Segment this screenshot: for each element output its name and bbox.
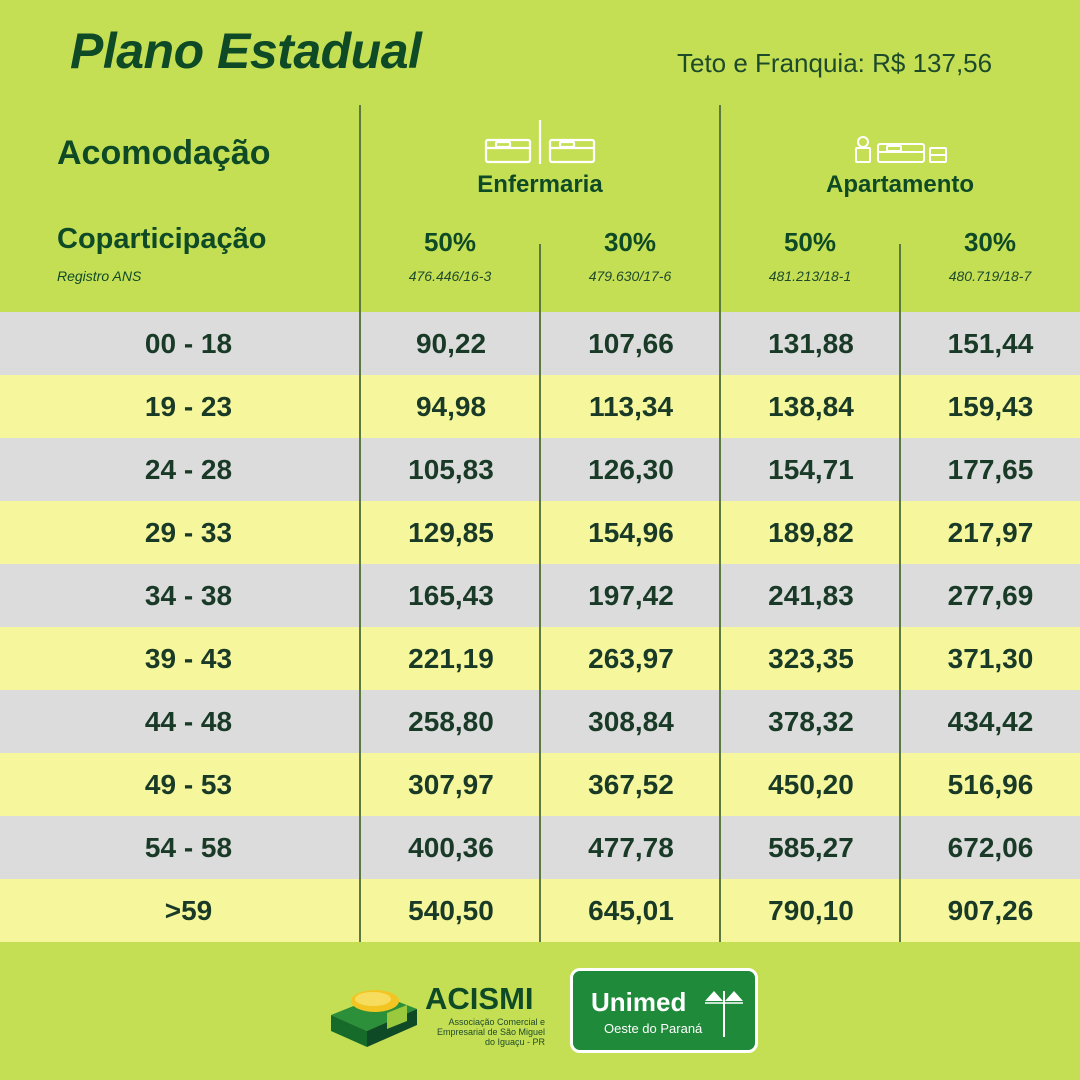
price-cell: 113,34	[588, 390, 674, 422]
price-cell: 129,85	[408, 516, 494, 548]
price-cell: 585,27	[768, 831, 854, 863]
price-cell: 450,20	[768, 768, 854, 800]
price-cell: 154,96	[588, 516, 674, 548]
price-cell: 263,97	[588, 642, 674, 674]
price-cell: 90,22	[415, 327, 487, 359]
age-range-cell: 54 - 58	[144, 831, 233, 863]
col-header-ans: 479.630/17-6	[588, 268, 672, 284]
price-cell: 672,06	[947, 831, 1034, 863]
price-cell: 378,32	[768, 705, 854, 737]
price-cell: 189,82	[768, 516, 854, 548]
price-cell: 221,19	[408, 642, 494, 674]
age-range-cell: 29 - 33	[144, 516, 233, 548]
price-cell: 154,71	[768, 453, 854, 485]
age-range-cell: 19 - 23	[144, 390, 233, 422]
price-cell: 434,42	[947, 705, 1034, 737]
price-cell: 540,50	[408, 894, 494, 926]
price-cell: 258,80	[408, 705, 494, 737]
acismi-name: ACISMI	[425, 981, 534, 1016]
ward-beds-icon	[484, 120, 596, 164]
age-range-cell: 44 - 48	[144, 705, 233, 737]
col-header-pct: 30%	[603, 227, 657, 257]
col-header-pct: 30%	[963, 227, 1017, 257]
page-title: Plano Estadual	[70, 23, 422, 79]
col-header-ans: 480.719/18-7	[948, 268, 1032, 284]
price-cell: 217,97	[947, 516, 1034, 548]
room-bed-icon	[855, 136, 947, 163]
price-cell: 307,97	[408, 768, 494, 800]
price-cell: 790,10	[768, 894, 854, 926]
price-cell: 323,35	[768, 642, 854, 674]
unimed-name: Unimed	[591, 987, 687, 1017]
price-cell: 126,30	[588, 453, 674, 485]
price-cell: 107,66	[588, 327, 674, 359]
price-cell: 308,84	[588, 705, 674, 737]
column-divider	[899, 244, 901, 942]
teto-franquia-text: Teto e Franquia: R$ 137,56	[677, 48, 993, 78]
acomodacao-label: Acomodação	[57, 134, 271, 172]
column-divider	[359, 105, 361, 942]
column-divider	[539, 244, 541, 942]
unimed-tree-icon	[705, 991, 743, 1037]
age-range-cell: 39 - 43	[144, 642, 233, 674]
age-range-cell: 24 - 28	[144, 453, 233, 485]
price-cell: 159,43	[947, 390, 1034, 422]
column-divider	[719, 105, 721, 942]
acismi-emblem-icon	[331, 990, 417, 1047]
price-cell: 131,88	[768, 327, 854, 359]
price-cell: 177,65	[947, 453, 1034, 485]
age-range-cell: 34 - 38	[144, 579, 233, 611]
price-cell: 277,69	[947, 579, 1034, 611]
group-enfermaria: Enfermaria	[477, 171, 603, 198]
price-cell: 645,01	[588, 894, 674, 926]
price-cell: 516,96	[947, 768, 1034, 800]
price-cell: 197,42	[588, 579, 674, 611]
col-header-pct: 50%	[783, 227, 837, 257]
col-header-pct: 50%	[423, 227, 477, 257]
price-cell: 138,84	[768, 390, 854, 422]
age-range-cell: >59	[164, 894, 213, 926]
price-cell: 241,83	[768, 579, 854, 611]
price-cell: 367,52	[588, 768, 674, 800]
price-cell: 907,26	[947, 894, 1034, 926]
unimed-logo: Unimed Oeste do Paraná	[570, 968, 758, 1053]
col-header-ans: 481.213/18-1	[768, 268, 852, 284]
registro-ans-label: Registro ANS	[57, 268, 142, 284]
price-cell: 151,44	[947, 327, 1034, 359]
price-cell: 400,36	[408, 831, 494, 863]
group-apartamento: Apartamento	[825, 171, 975, 198]
unimed-subtitle: Oeste do Paraná	[604, 1021, 703, 1036]
price-cell: 371,30	[947, 642, 1034, 674]
price-cell: 165,43	[408, 579, 494, 611]
acismi-logo: ACISMI Associação Comercial e Empresaria…	[325, 975, 545, 1050]
coparticipacao-label: Coparticipação	[57, 223, 267, 255]
price-cell: 477,78	[588, 831, 674, 863]
acismi-subtitle: Associação Comercial e Empresarial de Sã…	[436, 1017, 545, 1047]
age-range-cell: 49 - 53	[144, 768, 233, 800]
price-cell: 94,98	[415, 390, 487, 422]
age-range-cell: 00 - 18	[144, 327, 233, 359]
col-header-ans: 476.446/16-3	[408, 268, 492, 284]
price-cell: 105,83	[408, 453, 494, 485]
